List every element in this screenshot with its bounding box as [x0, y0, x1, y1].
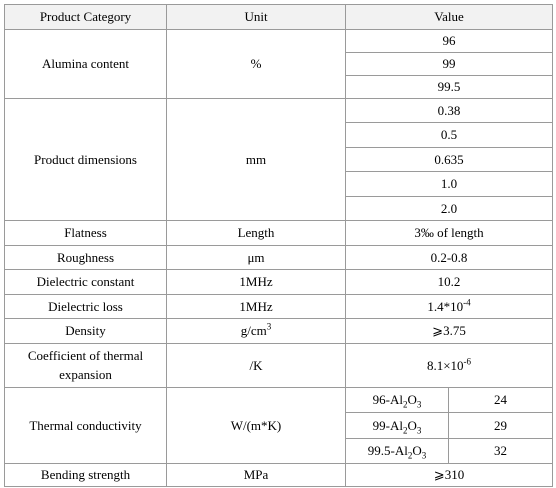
text-part: 2	[407, 450, 413, 461]
value-cell: 2.0	[344, 195, 554, 221]
unit-cell: 1MHz	[166, 268, 346, 295]
text-part: -4	[463, 297, 471, 308]
text-part: 8.1×10	[426, 357, 464, 373]
table-row: Dielectric loss 1MHz 1.4*10-4	[4, 293, 554, 319]
unit-cell: μm	[166, 244, 346, 270]
grade-cell: 99.5-Al2O3	[345, 437, 449, 464]
unit-cell: %	[166, 29, 346, 99]
unit-cell: MPa	[166, 462, 346, 487]
value-cell: ⩾310	[344, 462, 554, 487]
unit-cell: /K	[166, 342, 346, 388]
category-cell: Density	[4, 317, 167, 344]
text-part: 3	[266, 321, 272, 332]
text-part: 3	[416, 425, 422, 436]
value-cell: 1.4*10-4	[344, 293, 554, 319]
table-row: 2.0	[5, 195, 554, 221]
category-cell: Roughness	[4, 244, 167, 270]
table-row: Density g/cm3 ⩾3.75	[4, 317, 554, 344]
table-row: Dielectric constant 1MHz 10.2	[4, 268, 554, 295]
category-cell: Product dimensions	[4, 98, 167, 221]
text-part: 3	[421, 450, 427, 461]
table-row: Product dimensions mm 0.38	[4, 97, 554, 221]
value-cell: 0.5	[344, 122, 554, 148]
text-part: -6	[463, 356, 472, 367]
table-row: Roughness μm 0.2-0.8	[4, 244, 554, 270]
text-part: O	[412, 442, 422, 458]
category-cell: Coefficient of thermal expansion	[4, 342, 167, 388]
category-cell: Alumina content	[4, 29, 167, 99]
category-cell: Thermal conductivity	[4, 386, 167, 464]
text-part: 2	[402, 399, 408, 410]
text-part: 3	[416, 399, 422, 410]
value-cell: 1.0	[344, 171, 554, 197]
value-cell: 0.635	[344, 146, 554, 173]
value-cell: 32	[447, 437, 554, 464]
value-cell: ⩾3.75	[344, 317, 554, 344]
text-part: 96-Al	[372, 392, 403, 408]
value-cell: 29	[447, 412, 554, 439]
value-cell: 99	[344, 52, 554, 76]
table-row: Bending strength MPa ⩾310	[4, 462, 554, 487]
unit-cell: g/cm3	[166, 317, 346, 344]
category-cell: Flatness	[4, 219, 167, 246]
unit-cell: Length	[166, 219, 346, 246]
unit-cell: mm	[166, 98, 346, 221]
value-cell: 96	[344, 29, 554, 53]
table-row: Flatness Length 3‰ of length	[4, 219, 554, 246]
value-cell: 3‰ of length	[344, 219, 554, 246]
text-part: 2	[402, 425, 408, 436]
table-row: 99.5	[5, 75, 554, 99]
table-row: 0.635	[5, 146, 554, 173]
header-cell: Unit	[166, 4, 346, 30]
header-cell: Value	[344, 4, 554, 30]
table-row: 99-Al2O3 29	[5, 412, 554, 439]
category-cell: Bending strength	[4, 462, 167, 487]
text-part: O	[407, 392, 417, 408]
value-cell: 10.2	[344, 268, 554, 295]
text-part: 99-Al	[372, 417, 403, 433]
value-cell: 24	[447, 386, 554, 414]
grade-cell: 96-Al2O3	[345, 386, 449, 414]
header-cell: Product Category	[4, 4, 167, 30]
category-cell: Dielectric loss	[4, 293, 167, 319]
value-cell: 8.1×10-6	[344, 342, 554, 388]
table-row: Thermal conductivity W/(m*K) 96-Al2O3 24	[4, 386, 554, 464]
value-cell: 0.38	[344, 97, 554, 124]
value-cell: 99.5	[344, 75, 554, 99]
table-row: Coefficient of thermal expansion/K 8.1×10…	[4, 342, 554, 388]
table-row: Alumina content% 96	[4, 29, 554, 99]
unit-cell: 1MHz	[166, 293, 346, 319]
grade-cell: 99-Al2O3	[345, 412, 449, 439]
value-cell: 0.2-0.8	[344, 244, 554, 270]
text-part: g/cm	[240, 323, 267, 339]
spec-table: Product Category Unit Value Alumina cont…	[4, 4, 554, 487]
table-body: Product Category Unit Value Alumina cont…	[4, 4, 554, 487]
header-row: Product Category Unit Value	[4, 4, 554, 30]
text-part: O	[407, 417, 417, 433]
text-part: 1.4*10	[427, 298, 464, 314]
text-part: 99.5-Al	[367, 442, 408, 458]
unit-cell: W/(m*K)	[166, 386, 346, 464]
table-row: 99.5-Al2O3 32	[5, 437, 554, 464]
category-cell: Dielectric constant	[4, 268, 167, 295]
